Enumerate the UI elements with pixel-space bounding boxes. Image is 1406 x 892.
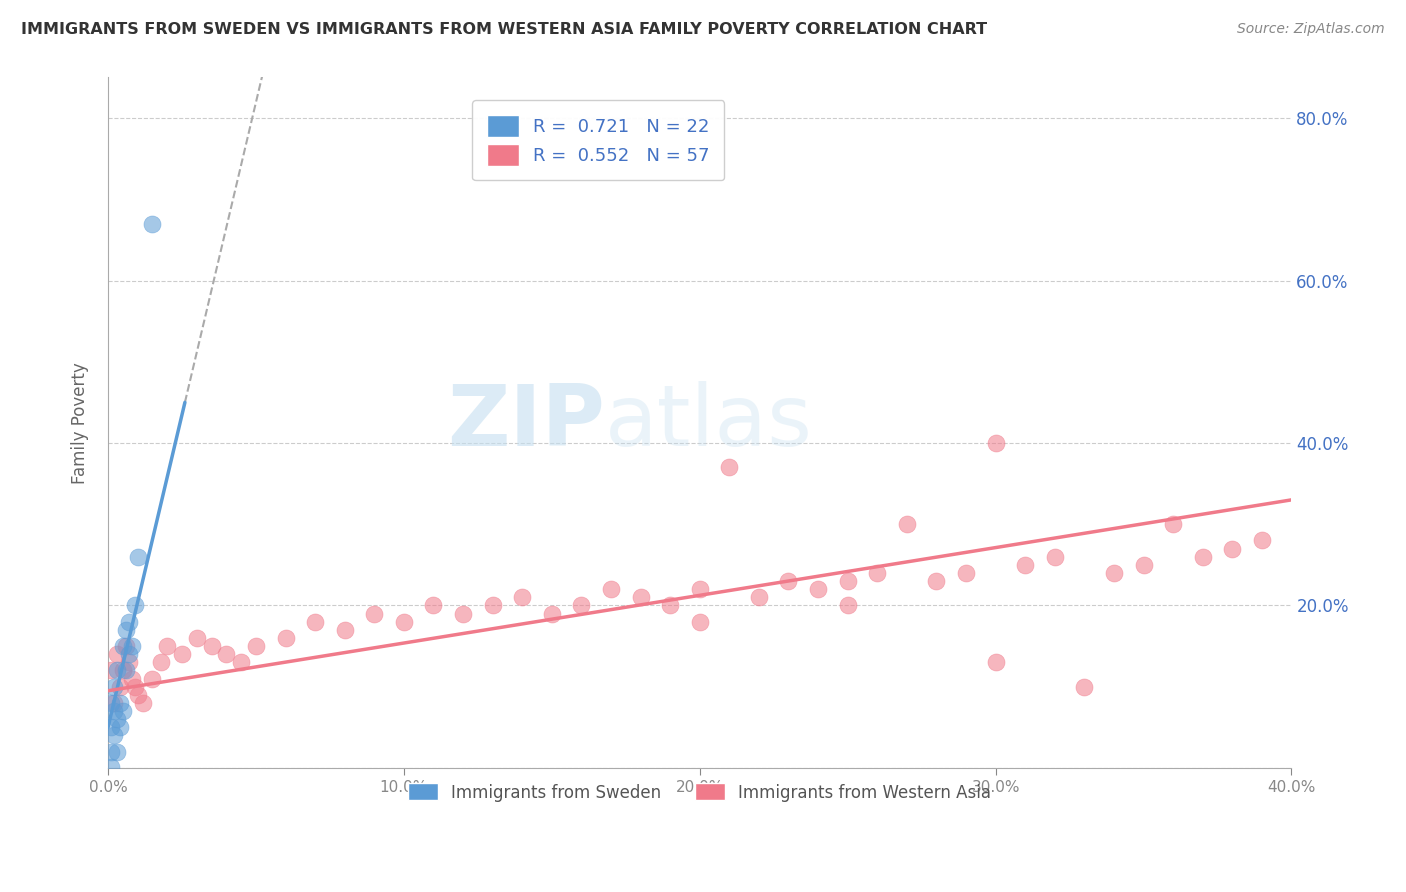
Point — [170, 647, 193, 661]
Point — [124, 599, 146, 613]
Point — [114, 639, 136, 653]
Point — [1014, 558, 1036, 572]
Point — [748, 591, 770, 605]
Point — [392, 615, 415, 629]
Point — [1132, 558, 1154, 572]
Point — [422, 599, 444, 613]
Point — [333, 623, 356, 637]
Point — [108, 680, 131, 694]
Point — [111, 704, 134, 718]
Point — [111, 664, 134, 678]
Point — [689, 615, 711, 629]
Point — [481, 599, 503, 613]
Point — [1220, 541, 1243, 556]
Point — [156, 639, 179, 653]
Point — [118, 615, 141, 629]
Point — [100, 760, 122, 774]
Point — [630, 591, 652, 605]
Point — [127, 549, 149, 564]
Point — [108, 720, 131, 734]
Point — [108, 696, 131, 710]
Point — [274, 631, 297, 645]
Point — [100, 745, 122, 759]
Point — [778, 574, 800, 588]
Point — [121, 672, 143, 686]
Point — [105, 745, 128, 759]
Point — [1102, 566, 1125, 580]
Text: IMMIGRANTS FROM SWEDEN VS IMMIGRANTS FROM WESTERN ASIA FAMILY POVERTY CORRELATIO: IMMIGRANTS FROM SWEDEN VS IMMIGRANTS FRO… — [21, 22, 987, 37]
Point — [955, 566, 977, 580]
Text: ZIP: ZIP — [447, 381, 605, 464]
Point — [200, 639, 222, 653]
Text: Source: ZipAtlas.com: Source: ZipAtlas.com — [1237, 22, 1385, 37]
Point — [659, 599, 682, 613]
Point — [984, 656, 1007, 670]
Point — [141, 217, 163, 231]
Point — [105, 664, 128, 678]
Point — [1043, 549, 1066, 564]
Point — [111, 639, 134, 653]
Point — [304, 615, 326, 629]
Text: atlas: atlas — [605, 381, 813, 464]
Point — [114, 623, 136, 637]
Legend: Immigrants from Sweden, Immigrants from Western Asia: Immigrants from Sweden, Immigrants from … — [395, 770, 1005, 815]
Point — [124, 680, 146, 694]
Point — [866, 566, 889, 580]
Point — [807, 582, 830, 597]
Point — [984, 436, 1007, 450]
Point — [837, 574, 859, 588]
Point — [718, 460, 741, 475]
Point — [510, 591, 533, 605]
Point — [540, 607, 562, 621]
Point — [231, 656, 253, 670]
Point — [121, 639, 143, 653]
Point — [689, 582, 711, 597]
Point — [103, 704, 125, 718]
Point — [363, 607, 385, 621]
Point — [141, 672, 163, 686]
Point — [100, 664, 122, 678]
Point — [1250, 533, 1272, 548]
Point — [837, 599, 859, 613]
Point — [100, 720, 122, 734]
Y-axis label: Family Poverty: Family Poverty — [72, 362, 89, 483]
Point — [114, 664, 136, 678]
Point — [215, 647, 238, 661]
Point — [118, 656, 141, 670]
Point — [103, 680, 125, 694]
Point — [245, 639, 267, 653]
Point — [186, 631, 208, 645]
Point — [150, 656, 173, 670]
Point — [132, 696, 155, 710]
Point — [896, 517, 918, 532]
Point — [569, 599, 592, 613]
Point — [600, 582, 623, 597]
Point — [105, 647, 128, 661]
Point — [1073, 680, 1095, 694]
Point — [925, 574, 948, 588]
Point — [118, 647, 141, 661]
Point — [1191, 549, 1213, 564]
Point — [103, 728, 125, 742]
Point — [103, 696, 125, 710]
Point — [100, 696, 122, 710]
Point — [451, 607, 474, 621]
Point — [127, 688, 149, 702]
Point — [105, 712, 128, 726]
Point — [1161, 517, 1184, 532]
